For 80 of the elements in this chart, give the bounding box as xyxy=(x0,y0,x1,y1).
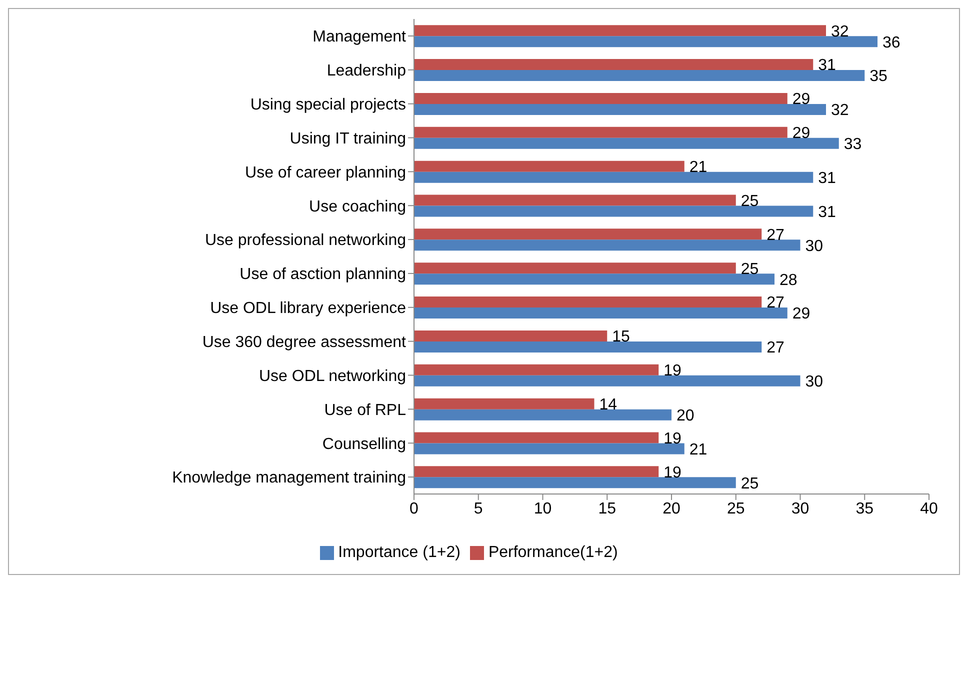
bar xyxy=(414,92,788,104)
data-label: 27 xyxy=(766,226,785,244)
bar xyxy=(414,364,659,376)
data-label: 25 xyxy=(740,192,759,210)
data-label: 30 xyxy=(805,374,824,391)
bar xyxy=(414,330,608,342)
data-label: 21 xyxy=(689,441,708,458)
bar xyxy=(414,443,684,454)
data-label: 19 xyxy=(664,464,682,482)
x-tick-label: 35 xyxy=(856,500,874,518)
bar xyxy=(414,409,672,420)
data-label: 35 xyxy=(870,68,888,86)
bar xyxy=(414,104,826,115)
bar xyxy=(414,194,736,206)
data-label: 25 xyxy=(740,260,759,278)
y-tick-label: Using special projects xyxy=(250,96,406,114)
x-tick-label: 0 xyxy=(410,500,419,518)
y-tick-label: Use coaching xyxy=(309,198,406,216)
y-tick-label: Knowledge management training xyxy=(172,470,406,487)
data-label: 19 xyxy=(664,362,682,380)
bar xyxy=(414,206,814,217)
x-tick-label: 40 xyxy=(920,500,938,518)
data-label: 29 xyxy=(792,91,810,108)
data-label: 31 xyxy=(818,170,836,187)
bar xyxy=(414,172,814,183)
y-tick-label: Counselling xyxy=(322,436,406,453)
data-label: 25 xyxy=(740,475,759,492)
bar xyxy=(414,477,736,488)
data-label: 30 xyxy=(805,238,824,255)
data-label: 32 xyxy=(831,23,849,40)
x-tick-label: 30 xyxy=(791,500,810,518)
y-tick-label: Use of asction planning xyxy=(240,266,406,284)
data-label: 19 xyxy=(664,430,682,448)
y-tick-label: Use 360 degree assessment xyxy=(202,334,407,351)
x-tick-label: 20 xyxy=(662,500,680,518)
data-label: 29 xyxy=(792,306,810,323)
bar xyxy=(414,466,659,478)
bar xyxy=(414,36,878,48)
data-label: 28 xyxy=(780,272,798,289)
bar xyxy=(414,160,684,172)
bar xyxy=(414,240,800,251)
data-label: 21 xyxy=(689,159,708,176)
bar xyxy=(414,59,814,70)
bar xyxy=(414,308,788,319)
x-tick-label: 15 xyxy=(598,500,616,518)
bar xyxy=(414,262,736,274)
data-label: 27 xyxy=(766,294,785,312)
y-tick-label: Use professional networking xyxy=(205,232,406,250)
y-tick-label: Use of career planning xyxy=(245,164,406,182)
y-tick-label: Using IT training xyxy=(290,130,406,148)
data-label: 31 xyxy=(818,204,836,221)
bar xyxy=(414,341,762,352)
data-label: 36 xyxy=(882,34,900,52)
bar xyxy=(414,126,788,138)
bar xyxy=(414,296,762,308)
data-label: 32 xyxy=(831,102,849,120)
y-tick-label: Use ODL networking xyxy=(258,368,406,385)
bar xyxy=(414,274,774,285)
x-tick-label: 10 xyxy=(534,500,552,518)
bar xyxy=(414,70,865,82)
x-tick-label: 25 xyxy=(726,500,745,518)
bar xyxy=(414,432,659,444)
y-tick-label: Management xyxy=(312,28,407,46)
bar xyxy=(414,25,826,36)
bar xyxy=(414,375,800,386)
data-label: 20 xyxy=(676,408,694,424)
legend-label: Importance (1+2) xyxy=(338,544,460,561)
bar xyxy=(414,138,839,149)
y-tick-label: Use of RPL xyxy=(324,402,406,419)
bar xyxy=(414,398,594,410)
data-label: 14 xyxy=(599,396,618,414)
y-tick-label: Leadership xyxy=(326,62,406,80)
bar xyxy=(414,228,762,240)
y-tick-label: Use ODL library experience xyxy=(210,300,406,318)
x-tick-label: 5 xyxy=(474,500,483,518)
data-label: 15 xyxy=(612,328,630,346)
legend-label: Performance(1+2) xyxy=(488,544,618,561)
data-label: 29 xyxy=(792,125,810,142)
data-label: 33 xyxy=(844,136,862,154)
data-label: 27 xyxy=(766,340,785,357)
